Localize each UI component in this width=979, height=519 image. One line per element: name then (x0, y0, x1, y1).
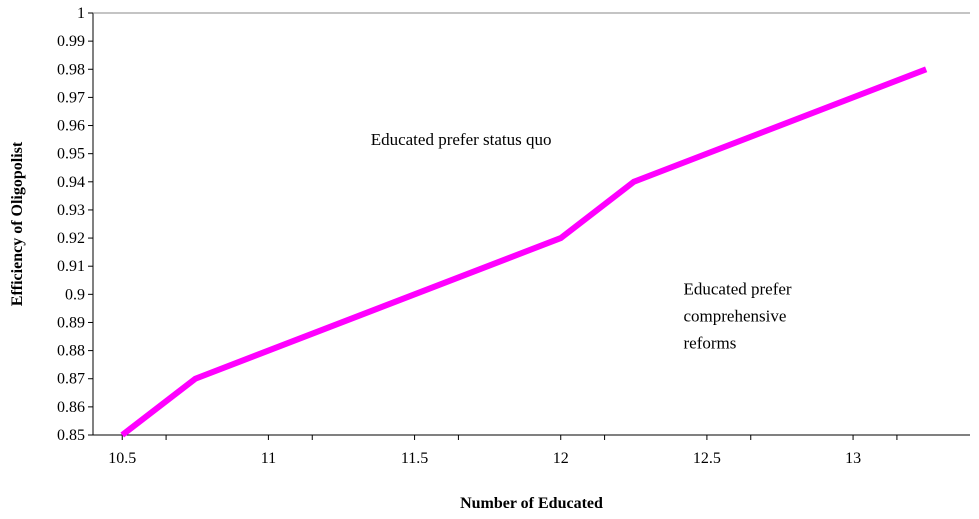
y-tick-label: 0.9 (65, 286, 85, 303)
y-tick-label: 0.91 (57, 258, 85, 275)
x-tick-label: 11.5 (401, 450, 428, 467)
y-axis-ticks: 0.85 0.86 0.87 0.88 0.89 0.9 0.91 0.92 0.93 0.94 0… (57, 5, 93, 444)
annotation-line: Educated prefer (684, 279, 792, 298)
plot-area (92, 12, 970, 436)
x-tick-label: 11 (261, 450, 276, 467)
y-tick-label: 0.97 (57, 89, 85, 106)
x-tick-label: 12.5 (693, 450, 721, 467)
annotation-text: Educated prefer status quo (371, 130, 552, 149)
y-tick-label: 0.89 (57, 314, 85, 331)
y-tick-label: 0.94 (57, 174, 85, 191)
y-tick-label: 0.95 (57, 146, 85, 163)
y-tick-label: 0.86 (57, 399, 85, 416)
annotation-layer: Educated prefer status quo Educated prefe… (371, 130, 792, 352)
series-line (120, 66, 928, 438)
annotation-line: Educated prefer status quo (371, 130, 552, 149)
y-tick-label: 0.99 (57, 33, 85, 50)
y-tick-label: 0.93 (57, 202, 85, 219)
annotation-line: comprehensive (684, 306, 787, 325)
x-axis-title: Number of Educated (460, 495, 603, 512)
x-tick-label: 13 (845, 450, 861, 467)
annotation-line: reforms (684, 333, 737, 352)
y-tick-label: 1 (77, 5, 85, 22)
series-layer (120, 66, 928, 438)
y-tick-label: 0.85 (57, 427, 85, 444)
annotation-text: Educated prefer comprehensive reforms (684, 279, 792, 352)
y-tick-label: 0.92 (57, 230, 85, 247)
x-tick-label: 10.5 (108, 450, 136, 467)
x-axis-ticks: 10.5 11 11.5 12 12.5 13 (108, 435, 898, 467)
y-tick-label: 0.87 (57, 371, 85, 388)
x-tick-label: 12 (553, 450, 569, 467)
y-axis-title: Efficiency of Oligopolist (9, 141, 26, 306)
y-tick-label: 0.96 (57, 118, 85, 135)
y-tick-label: 0.98 (57, 61, 85, 78)
y-tick-label: 0.88 (57, 343, 85, 360)
